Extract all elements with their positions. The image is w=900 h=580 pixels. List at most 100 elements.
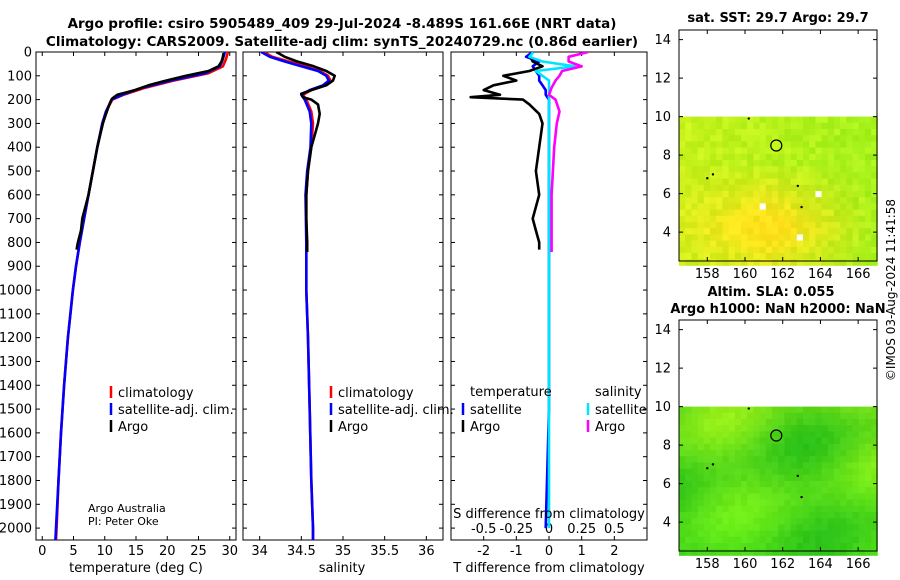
- map-cell: [679, 203, 686, 210]
- map-cell: [858, 116, 866, 124]
- map-cell: [685, 215, 692, 223]
- map-cell: [803, 474, 810, 482]
- map-cell: [815, 505, 822, 513]
- map-cell: [703, 474, 711, 482]
- map-cell: [753, 481, 760, 488]
- map-cell: [772, 240, 779, 248]
- map-cell: [741, 456, 748, 463]
- map-cell: [821, 203, 829, 210]
- map-cell: [809, 518, 816, 525]
- map-cell: [796, 191, 804, 198]
- map-cell: [728, 443, 736, 451]
- map-cell: [858, 431, 866, 438]
- map-cell: [765, 474, 773, 482]
- map-cell: [834, 450, 841, 457]
- map-cell: [685, 462, 692, 469]
- legend-satellite-label: satellite-adj. clim.: [338, 403, 454, 418]
- map-cell: [741, 450, 748, 457]
- map-cell: [772, 499, 779, 507]
- map-cell: [858, 253, 866, 260]
- map-cell: [827, 512, 835, 519]
- map-cell: [741, 197, 748, 204]
- map-cell: [716, 512, 723, 519]
- map-cell: [871, 462, 878, 469]
- map-cell: [827, 191, 835, 198]
- map-cell: [871, 135, 878, 142]
- salinity-axes: [242, 51, 444, 541]
- map-cell: [840, 147, 847, 155]
- argo-location-marker: [770, 429, 783, 442]
- map-cell: [834, 443, 841, 451]
- map-cell: [858, 499, 866, 507]
- map-cell: [710, 425, 717, 432]
- map-cell: [840, 512, 847, 519]
- map-cell: [728, 234, 736, 241]
- map-cell: [753, 253, 760, 260]
- map-cell: [691, 530, 698, 538]
- map-cell: [697, 259, 705, 266]
- imos-watermark: ©IMOS 03-Aug-2024 11:41:58: [884, 199, 898, 381]
- map-cell: [790, 184, 798, 192]
- map-cell: [778, 505, 785, 513]
- map-cell: [778, 443, 785, 451]
- map-cell: [741, 184, 748, 192]
- map-cell: [840, 135, 847, 142]
- map-cell: [796, 443, 804, 451]
- map-cell: [790, 172, 798, 179]
- map-cell: [759, 141, 767, 148]
- map-cell: [790, 530, 798, 538]
- map-cell: [710, 543, 717, 550]
- map-cell: [734, 203, 742, 210]
- map-cell: [759, 153, 767, 161]
- series-line-s-argo: [547, 52, 589, 252]
- map-cell: [685, 474, 692, 482]
- map-cell: [809, 141, 816, 148]
- map-cell: [741, 160, 748, 167]
- map-cell: [784, 456, 791, 463]
- map-cell: [691, 443, 698, 451]
- map-cell: [703, 431, 711, 438]
- map-cell: [796, 425, 804, 432]
- map-cell: [716, 437, 723, 445]
- map-cell: [716, 518, 723, 525]
- map-cell: [685, 493, 692, 500]
- map-cell: [753, 184, 760, 192]
- map-cell: [815, 178, 822, 186]
- map-cell: [747, 246, 754, 254]
- map-x-tick-label: 162: [770, 267, 795, 282]
- map-cell: [772, 431, 779, 438]
- map-cell: [865, 122, 872, 130]
- map-cell: [703, 419, 711, 426]
- map-cell: [772, 549, 779, 556]
- map-cell: [722, 530, 729, 538]
- map-cell: [741, 481, 748, 488]
- map-cell: [796, 431, 804, 438]
- map-cell: [778, 178, 785, 186]
- map-cell: [796, 543, 804, 550]
- map-y-tick-label: 6: [663, 477, 671, 492]
- map-cell: [741, 240, 748, 248]
- map-cell: [784, 524, 791, 531]
- map-cell: [809, 197, 816, 204]
- map-cell: [734, 437, 742, 445]
- x-tick-label: 35.5: [370, 544, 399, 559]
- map-cell: [871, 481, 878, 488]
- map-cell: [679, 468, 686, 476]
- map-cell: [685, 240, 692, 248]
- map-cell: [803, 412, 810, 420]
- map-cell: [753, 197, 760, 204]
- map-cell: [821, 215, 829, 223]
- map-cell: [741, 191, 748, 198]
- map-cell: [852, 253, 860, 260]
- map-cell: [803, 246, 810, 254]
- map-cell: [871, 524, 878, 531]
- map-cell: [858, 474, 866, 482]
- map-cell: [803, 443, 810, 451]
- map-x-tick-label: 160: [733, 557, 758, 572]
- map-cell: [827, 253, 835, 260]
- map-cell: [765, 431, 773, 438]
- map-cell: [815, 481, 822, 488]
- map-cell: [821, 197, 829, 204]
- map-cell: [778, 166, 785, 173]
- map-cell: [790, 450, 798, 457]
